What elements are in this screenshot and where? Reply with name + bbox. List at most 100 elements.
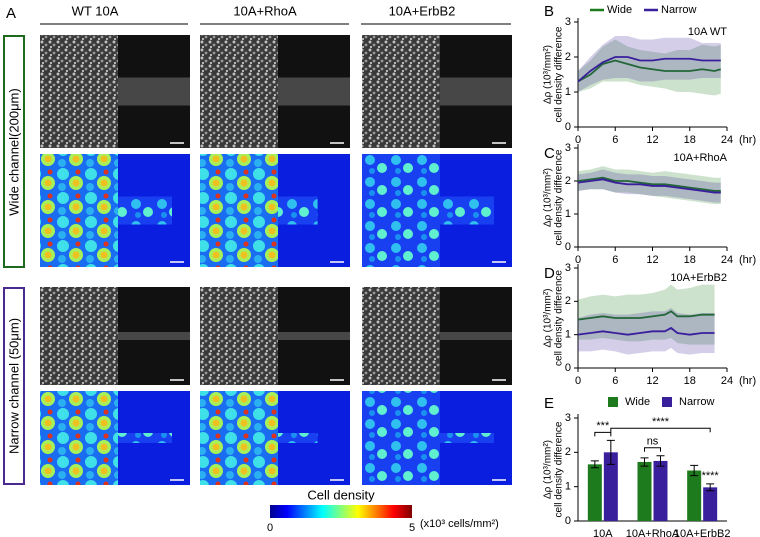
x-tick-label: 24 (721, 254, 733, 266)
annotation: 10A WT (688, 26, 727, 38)
column-header: 10A+ErbB2 (389, 3, 456, 18)
y-tick-label: 3 (565, 16, 571, 28)
error-bar (656, 455, 665, 467)
significance-label: **** (702, 470, 720, 482)
heatmap-channel (118, 196, 172, 225)
x-tick-label: 18 (684, 134, 696, 146)
y-axis-label: Δρ (10³/mm²) (543, 288, 554, 347)
heatmap-cells (362, 391, 440, 485)
series-line (577, 178, 721, 194)
micrograph-cells (200, 287, 278, 385)
heatmap-channel (118, 433, 172, 443)
significance-label: *** (596, 420, 610, 432)
bar (603, 452, 618, 521)
error-bar (706, 483, 715, 492)
panel-label: B (544, 3, 554, 20)
heatmap-cells (362, 154, 440, 267)
x-tick-label: 0 (575, 254, 581, 266)
significance-label: ns (647, 436, 659, 448)
panel-label: C (544, 145, 555, 162)
error-bar (640, 457, 649, 467)
significance-bracket (610, 427, 711, 433)
colorbar-min: 0 (267, 522, 273, 534)
x-tick-label: 12 (646, 375, 658, 387)
colorbar (270, 505, 412, 518)
heatmap-channel (278, 196, 318, 225)
row-label: Wide channel(200μm) (6, 88, 21, 215)
heatmap-channel (440, 433, 494, 443)
annotation: 10A+RhoA (673, 152, 727, 164)
significance-bracket (594, 431, 612, 437)
bar (703, 487, 718, 521)
x-tick-label: 18 (684, 375, 696, 387)
x-tick-label: 24 (721, 134, 733, 146)
y-axis-label: cell density difference (554, 270, 565, 366)
y-tick-label: 1 (565, 86, 571, 98)
image-grid (40, 35, 512, 485)
x-tick-label: 6 (612, 134, 618, 146)
micrograph-cells (362, 35, 440, 148)
x-tick-label: 0 (575, 134, 581, 146)
x-tick-label: 10A (593, 528, 613, 537)
micrograph-channel (118, 77, 190, 106)
x-tick-label: 0 (575, 375, 581, 387)
micrograph-channel (278, 77, 350, 106)
series-line (577, 176, 721, 192)
micrograph-cells (200, 35, 278, 148)
x-tick-label: 18 (684, 254, 696, 266)
x-tick-label: 10A+RhoA (626, 528, 680, 537)
y-tick-label: 0 (565, 121, 571, 133)
y-axis-label: cell density difference (554, 26, 565, 122)
x-axis-unit: (hr) (739, 254, 756, 266)
micrograph-channel (440, 332, 512, 340)
significance-bracket (644, 447, 661, 452)
column-header: WT 10A (72, 3, 119, 18)
y-tick-label: 2 (565, 295, 571, 307)
y-tick-label: 0 (565, 241, 571, 253)
y-tick-label: 1 (565, 481, 571, 493)
panel-label: E (544, 395, 554, 412)
error-band (578, 39, 721, 96)
y-axis-label: Δρ (10³/mm²) (543, 45, 554, 104)
y-axis-label: Δρ (10³/mm²) (543, 440, 554, 499)
colorbar-max: 5 (409, 522, 415, 534)
series-line (577, 56, 721, 83)
y-tick-label: 0 (565, 362, 571, 374)
series-line (577, 59, 722, 83)
row-label: Narrow channel (50μm) (6, 318, 21, 454)
heatmap-channel (278, 433, 318, 443)
micrograph-cells (40, 35, 118, 148)
y-tick-label: 0 (565, 515, 571, 527)
legend-swatch (662, 397, 672, 407)
legend-swatch (608, 397, 618, 407)
y-tick-label: 2 (565, 446, 571, 458)
colorbar-title: Cell density (307, 487, 375, 502)
y-tick-label: 3 (565, 262, 571, 274)
heatmap-channel (440, 196, 494, 225)
x-axis-unit: (hr) (739, 375, 756, 387)
heatmap-cells (200, 391, 278, 485)
legend-label: Narrow (661, 4, 697, 16)
heatmap-cells (200, 154, 278, 267)
bar (687, 470, 702, 521)
row-box (3, 287, 25, 485)
error-band (578, 36, 721, 92)
legend-label: Wide (607, 4, 632, 16)
y-tick-label: 3 (565, 142, 571, 154)
x-tick-label: 10A+ErbB2 (674, 528, 731, 537)
y-tick-label: 1 (565, 208, 571, 220)
panel-label: A (6, 5, 16, 22)
micrograph-cells (362, 287, 440, 385)
series-line (577, 326, 715, 336)
annotation: 10A+ErbB2 (670, 272, 727, 284)
y-axis-label: cell density difference (554, 421, 565, 517)
y-axis-label: Δρ (10³/mm²) (543, 168, 554, 227)
y-tick-label: 3 (565, 412, 571, 424)
panel-label: D (544, 265, 555, 282)
x-tick-label: 6 (612, 375, 618, 387)
x-axis-unit: (hr) (739, 134, 756, 146)
series-line (577, 310, 715, 321)
error-bar (606, 439, 615, 465)
bar (587, 464, 602, 521)
